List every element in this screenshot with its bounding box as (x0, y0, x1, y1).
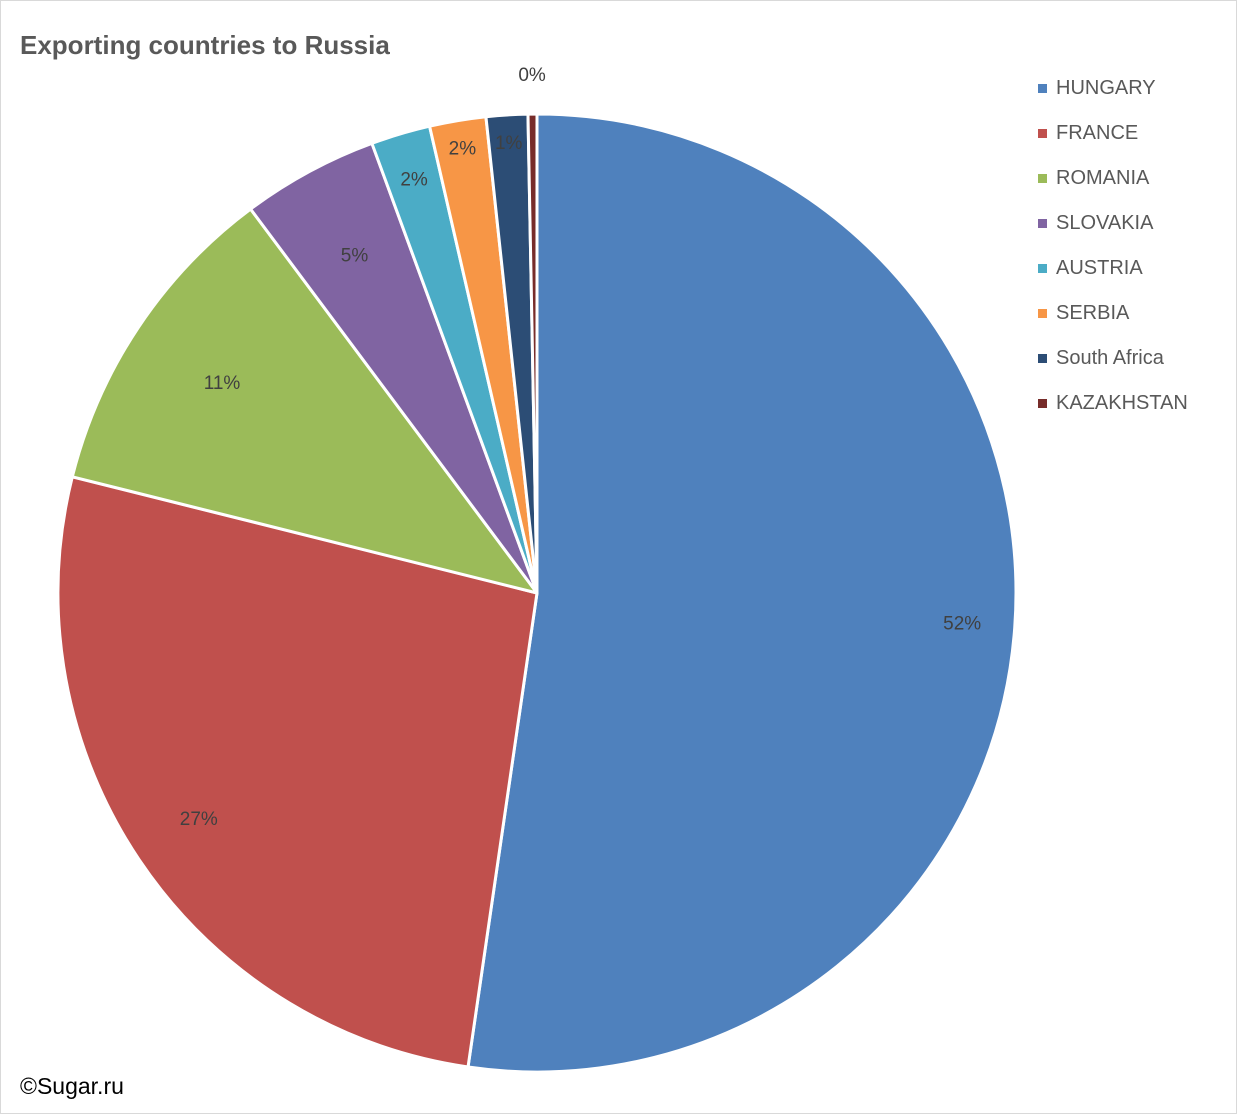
legend-label: KAZAKHSTAN (1056, 392, 1188, 414)
data-label-south-africa: 1% (495, 133, 523, 154)
legend-item-serbia: SERBIA (1038, 291, 1188, 336)
data-label-austria: 2% (400, 169, 428, 190)
legend-swatch (1038, 174, 1047, 183)
pie-slice-hungary (466, 112, 1018, 1074)
legend-item-south-africa: South Africa (1038, 336, 1188, 381)
legend-label: ROMANIA (1056, 167, 1150, 189)
data-label-france: 27% (180, 809, 218, 830)
chart-legend: HUNGARY FRANCE ROMANIA SLOVAKIA AUSTRIA SERBI… (1038, 66, 1188, 426)
legend-item-slovakia: SLOVAKIA (1038, 201, 1188, 246)
pie-slice-kazakhstan (526, 112, 539, 595)
legend-label: FRANCE (1056, 122, 1139, 144)
data-label-hungary: 52% (943, 613, 981, 634)
copyright-text: ©Sugar.ru (20, 1073, 124, 1099)
legend-item-romania: ROMANIA (1038, 156, 1188, 201)
pie-slice-france (56, 475, 539, 1069)
legend-label: AUSTRIA (1056, 257, 1143, 279)
legend-label: SLOVAKIA (1056, 212, 1154, 234)
legend-item-hungary: HUNGARY (1038, 66, 1188, 111)
data-label-slovakia: 5% (341, 246, 369, 267)
legend-swatch (1038, 264, 1047, 273)
pie-slice-romania (70, 207, 539, 595)
legend-item-kazakhstan: KAZAKHSTAN (1038, 381, 1188, 426)
legend-swatch (1038, 129, 1047, 138)
data-label-kazakhstan: 0% (518, 65, 546, 86)
legend-label: HUNGARY (1056, 77, 1156, 99)
legend-item-austria: AUSTRIA (1038, 246, 1188, 291)
legend-label: SERBIA (1056, 302, 1130, 324)
legend-item-france: FRANCE (1038, 111, 1188, 156)
legend-swatch (1038, 84, 1047, 93)
legend-swatch (1038, 309, 1047, 318)
data-label-romania: 11% (204, 373, 241, 394)
legend-swatch (1038, 219, 1047, 228)
legend-swatch (1038, 399, 1047, 408)
data-label-serbia: 2% (449, 139, 477, 160)
chart-title: Exporting countries to Russia (20, 30, 390, 60)
legend-swatch (1038, 354, 1047, 363)
legend-label: South Africa (1056, 347, 1164, 369)
